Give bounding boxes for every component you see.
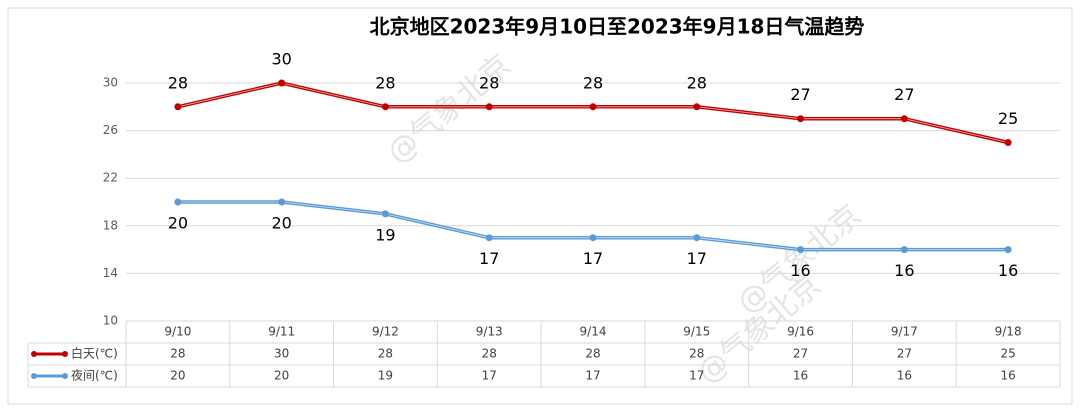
- point: [797, 115, 805, 123]
- table-value: 30: [274, 347, 289, 361]
- chart-border: [7, 7, 1073, 405]
- data-label: 17: [479, 249, 499, 268]
- table-value: 28: [482, 347, 497, 361]
- y-tick-label: 18: [103, 218, 118, 232]
- legend-marker: [62, 373, 68, 379]
- y-tick-label: 22: [103, 171, 118, 185]
- data-label: 25: [998, 109, 1018, 128]
- point: [693, 103, 701, 111]
- table-value: 20: [274, 369, 289, 383]
- table-value: 27: [793, 347, 808, 361]
- data-label: 17: [687, 249, 707, 268]
- data-label: 28: [375, 73, 395, 92]
- table-value: 16: [897, 369, 912, 383]
- table-value: 19: [378, 369, 393, 383]
- legend-marker: [31, 373, 37, 379]
- point: [278, 198, 286, 206]
- data-label: 16: [790, 261, 810, 280]
- legend-label: 夜间(℃): [71, 368, 118, 383]
- point: [900, 115, 908, 123]
- x-tick-label: 9/12: [372, 325, 399, 339]
- x-tick-label: 9/13: [476, 325, 503, 339]
- point: [1004, 246, 1012, 254]
- point: [485, 103, 493, 111]
- x-tick-label: 9/16: [787, 325, 814, 339]
- y-tick-label: 30: [103, 76, 118, 90]
- data-label: 28: [479, 73, 499, 92]
- point: [485, 234, 493, 242]
- legend-marker: [62, 351, 68, 357]
- table-value: 28: [585, 347, 600, 361]
- data-label: 27: [790, 85, 810, 104]
- point: [589, 103, 597, 111]
- data-label: 28: [687, 73, 707, 92]
- table-value: 25: [1000, 347, 1015, 361]
- table-value: 28: [378, 347, 393, 361]
- point: [900, 246, 908, 254]
- x-tick-label: 9/18: [995, 325, 1022, 339]
- legend-label: 白天(℃): [71, 346, 118, 361]
- point: [589, 234, 597, 242]
- data-label: 19: [375, 225, 395, 244]
- point: [693, 234, 701, 242]
- point: [174, 198, 182, 206]
- data-label: 20: [168, 214, 188, 233]
- y-tick-label: 26: [103, 123, 118, 137]
- table-value: 20: [170, 369, 185, 383]
- table-value: 17: [689, 369, 704, 383]
- watermark: @气象北京: [381, 48, 518, 171]
- table-value: 28: [170, 347, 185, 361]
- table-value: 27: [897, 347, 912, 361]
- chart-title: 北京地区2023年9月10日至2023年9月18日气温趋势: [370, 15, 865, 39]
- data-label: 28: [168, 73, 188, 92]
- data-label: 16: [998, 261, 1018, 280]
- x-tick-label: 9/10: [164, 325, 191, 339]
- table-value: 28: [689, 347, 704, 361]
- x-tick-label: 9/15: [683, 325, 710, 339]
- y-tick-label: 14: [103, 266, 118, 280]
- y-tick-label: 10: [103, 314, 118, 328]
- table-value: 17: [585, 369, 600, 383]
- point: [381, 103, 389, 111]
- table-value: 17: [482, 369, 497, 383]
- table-value: 16: [1000, 369, 1015, 383]
- data-label: 30: [271, 50, 291, 69]
- point: [278, 79, 286, 87]
- data-label: 20: [271, 214, 291, 233]
- data-label: 16: [894, 261, 914, 280]
- point: [1004, 139, 1012, 146]
- data-label: 28: [583, 73, 603, 92]
- point: [174, 103, 182, 111]
- x-tick-label: 9/11: [268, 325, 295, 339]
- x-tick-label: 9/14: [580, 325, 607, 339]
- data-label: 17: [583, 249, 603, 268]
- legend-marker: [31, 351, 37, 357]
- point: [381, 210, 389, 218]
- point: [797, 246, 805, 254]
- x-tick-label: 9/17: [891, 325, 918, 339]
- table-value: 16: [793, 369, 808, 383]
- data-label: 27: [894, 85, 914, 104]
